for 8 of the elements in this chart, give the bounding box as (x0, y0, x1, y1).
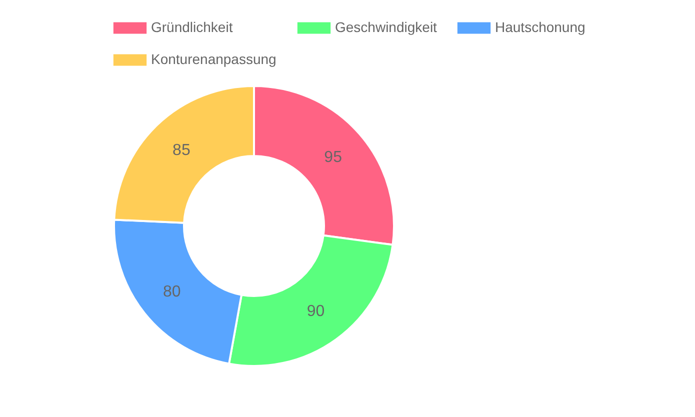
legend-label: Geschwindigkeit (334, 19, 437, 35)
data-label: 80 (162, 283, 180, 300)
legend-label: Hautschonung (494, 19, 585, 35)
data-label: 85 (172, 142, 190, 160)
data-label: 90 (306, 302, 324, 320)
legend-label: Konturenanpassung (150, 51, 276, 67)
legend-label: Gründlichkeit (150, 19, 232, 35)
data-label: 95 (324, 148, 342, 166)
